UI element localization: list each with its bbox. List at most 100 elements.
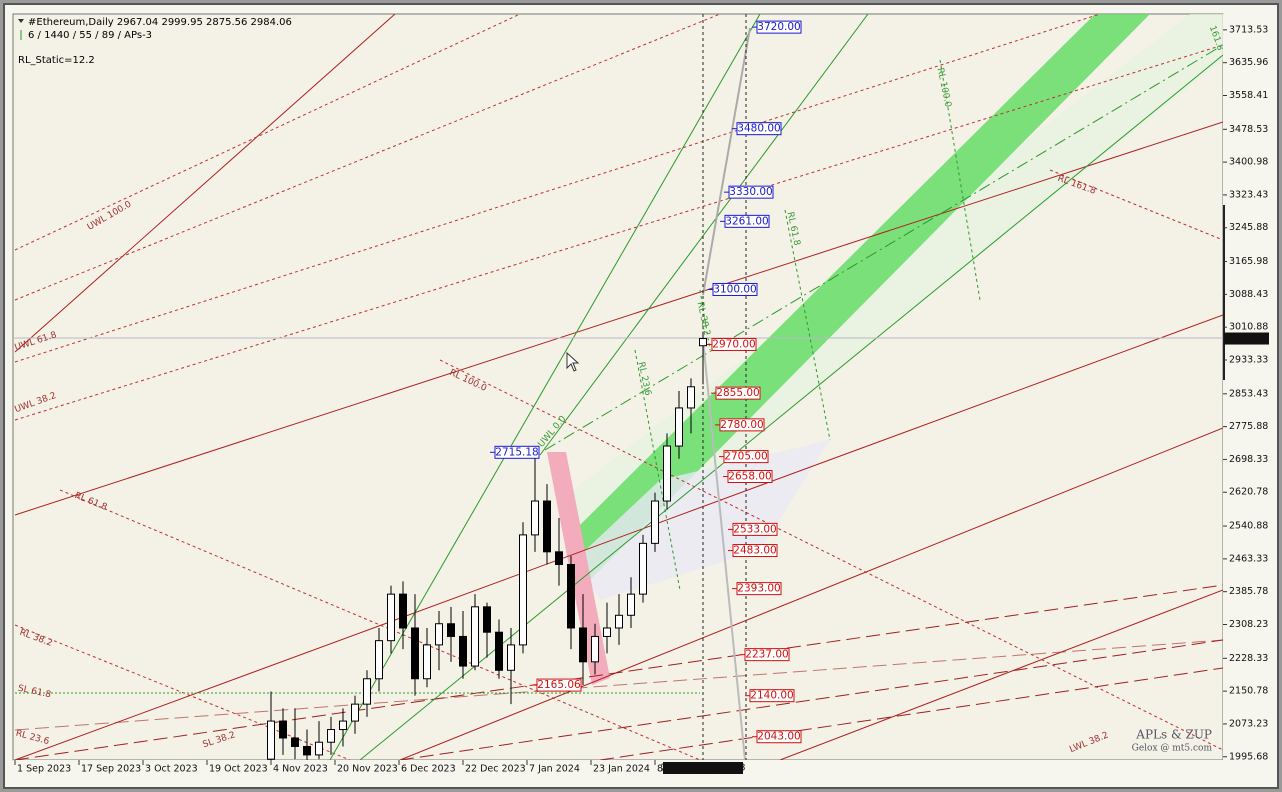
y-tick-label: 3400.98 <box>1229 157 1268 168</box>
level-label: 2715.18 <box>495 446 538 458</box>
candle-body <box>363 678 371 705</box>
x-tick-label: 23 Jan 2024 <box>593 764 650 775</box>
watermark: Gelox @ mt5.com <box>1132 744 1213 754</box>
collapse-icon[interactable] <box>18 19 24 23</box>
candle-body <box>675 407 683 447</box>
candle-body <box>447 623 455 637</box>
x-tick-label: 22 Dec 2023 <box>465 764 526 775</box>
level-label: 3100.00 <box>713 283 756 295</box>
level-label: 2533.00 <box>733 523 776 535</box>
y-tick-label: 3713.53 <box>1229 24 1268 35</box>
x-tick-label: 20 Nov 2023 <box>337 764 398 775</box>
plot-area <box>12 13 1224 761</box>
level-box <box>727 469 773 483</box>
level-label: 3480.00 <box>737 123 780 135</box>
price-axis <box>1223 14 1269 760</box>
candle-body <box>687 386 695 409</box>
candle-body <box>411 627 419 680</box>
candle-body <box>699 338 707 347</box>
level-box <box>756 730 802 744</box>
candle-body <box>615 614 623 629</box>
y-tick-label: 3478.53 <box>1229 124 1268 135</box>
level-box <box>711 337 757 351</box>
level-box <box>732 544 778 558</box>
watermark: APLs & ZUP <box>1135 728 1212 742</box>
candle-body <box>279 720 287 739</box>
level-box <box>732 522 778 536</box>
candle-body <box>483 606 491 633</box>
subtitle: 6 / 1440 / 55 / 89 / APs-3 <box>28 30 152 41</box>
level-label: 2237.00 <box>745 649 788 661</box>
level-box <box>724 214 770 228</box>
level-box <box>749 689 795 703</box>
level-label: 2393.00 <box>737 583 780 595</box>
close-value: 2984.06 <box>251 17 292 28</box>
y-tick-label: 3558.41 <box>1229 90 1268 101</box>
level-box <box>719 418 765 432</box>
y-tick-label: 3245.88 <box>1229 222 1268 233</box>
level-box <box>744 648 790 662</box>
level-label: 3330.00 <box>729 186 772 198</box>
candle-body <box>603 627 611 637</box>
level-label: 2780.00 <box>720 419 763 431</box>
candle-body <box>543 500 551 553</box>
level-box <box>728 185 774 199</box>
level-label: 2658.00 <box>728 470 771 482</box>
x-tick-label: 1 Sep 2023 <box>17 764 71 775</box>
x-tick-label: 4 Nov 2023 <box>273 764 328 775</box>
y-tick-label: 2308.23 <box>1229 619 1268 630</box>
candle-body <box>639 542 647 595</box>
level-label: 3720.00 <box>757 21 800 33</box>
candle-body <box>531 500 539 536</box>
y-tick-label: 2775.88 <box>1229 421 1268 432</box>
y-tick-label: 2698.33 <box>1229 454 1268 465</box>
candle-body <box>339 720 347 731</box>
level-label: 2855.00 <box>716 387 759 399</box>
candle-body <box>495 631 503 671</box>
low-value: 2875.56 <box>206 17 247 28</box>
level-box <box>736 122 782 136</box>
y-tick-label: 2540.88 <box>1229 521 1268 532</box>
level-box <box>715 386 761 400</box>
y-tick-label: 2620.78 <box>1229 487 1268 498</box>
candle-body <box>435 623 443 646</box>
current-price-label: 2984.06 <box>1228 333 1267 344</box>
indicator: RL_Static=12.2 <box>18 55 95 66</box>
candle-body <box>579 627 587 663</box>
date-axis <box>13 760 1269 776</box>
level-box <box>736 582 782 596</box>
candle-body <box>555 551 563 566</box>
x-tick-label: 8 <box>657 764 663 775</box>
candle-body <box>267 720 275 760</box>
x-tick-label: 7 Jan 2024 <box>529 764 580 775</box>
level-label: 2705.00 <box>724 451 767 463</box>
chart-title: #Ethereum,Daily 2967.04 2999.95 2875.56 … <box>28 17 292 28</box>
level-label: 2970.00 <box>712 338 755 350</box>
cursor-time-box <box>663 762 743 774</box>
y-tick-label: 3323.43 <box>1229 189 1268 200</box>
x-tick-label: 6 Dec 2023 <box>401 764 456 775</box>
candle-body <box>315 741 323 756</box>
candle-body <box>387 593 395 642</box>
cursor-time-label: 2024.02.20 16:08 <box>661 763 746 774</box>
y-tick-label: 3010.88 <box>1229 322 1268 333</box>
candle-body <box>303 745 311 756</box>
candle-body <box>351 703 359 722</box>
candle-body <box>519 534 527 646</box>
y-tick-label: 2933.33 <box>1229 354 1268 365</box>
candle-body <box>663 445 671 502</box>
level-label: 2140.00 <box>750 690 793 702</box>
y-tick-label: 2385.78 <box>1229 586 1268 597</box>
candles <box>267 331 707 760</box>
y-tick-label: 3635.96 <box>1229 57 1268 68</box>
candle-body <box>291 737 299 747</box>
y-tick-label: 3165.98 <box>1229 256 1268 267</box>
candle-body <box>567 564 575 629</box>
level-box <box>756 20 802 34</box>
x-tick-label: 19 Oct 2023 <box>209 764 268 775</box>
candle-body <box>471 606 479 667</box>
y-tick-label: 2228.33 <box>1229 653 1268 664</box>
level-label: 2165.06 <box>537 679 581 691</box>
y-tick-label: 3088.43 <box>1229 289 1268 300</box>
